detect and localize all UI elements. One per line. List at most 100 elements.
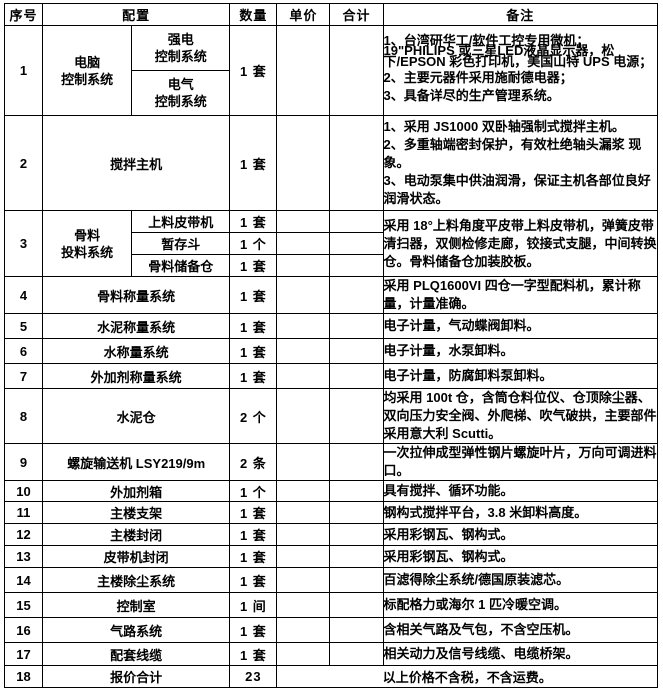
unit-price-cell <box>276 642 331 666</box>
row-no: 7 <box>3 363 44 389</box>
remark-cell: 电子计量，水泵卸料。 <box>382 338 659 364</box>
config-cell: 外加剂箱 <box>42 480 231 502</box>
unit-price-cell <box>276 480 331 502</box>
config-cell: 皮带机封闭 <box>42 545 231 568</box>
remark-cell: 采用 PLQ1600VI 四仓一字型配料机，累计称量，计量准确。 <box>382 276 659 314</box>
unit-price-cell <box>276 313 331 339</box>
total-cell <box>329 363 384 389</box>
table-row: 16 气路系统 1 套 含相关气路及气包，不含空压机。 <box>3 617 659 643</box>
remark-cell: 1、台湾研华工/软件工控专用微机；19"PHILIPS 或三星LED液晶显示器，… <box>382 25 659 116</box>
remark-item: 3、电动泵集中供油润滑，保证主机各部位良好润滑状态。 <box>383 173 651 206</box>
unit-price-cell <box>276 388 331 444</box>
quotation-table: 序号 配置 数量 单价 合计 备注 1 电脑 控制系统 强电 控制系统 1 套 … <box>3 3 659 688</box>
table-row: 12 主楼封闭 1 套 采用彩钢瓦、钢构式。 <box>3 523 659 546</box>
total-cell <box>329 443 384 481</box>
config-sub-cell: 强电 控制系统 <box>131 25 231 71</box>
qty-cell: 1 套 <box>229 567 278 593</box>
unit-price-cell <box>276 25 331 116</box>
qty-cell: 1 套 <box>229 25 278 116</box>
qty-cell: 1 套 <box>229 338 278 364</box>
table-row: 17 配套线缆 1 套 相关动力及信号线缆、电缆桥架。 <box>3 642 659 666</box>
unit-price-cell <box>276 254 331 277</box>
row-no: 1 <box>3 25 44 116</box>
qty-cell: 1 套 <box>229 276 278 314</box>
qty-cell: 1 套 <box>229 363 278 389</box>
row-no: 13 <box>3 545 44 568</box>
total-cell <box>329 567 384 593</box>
config-cell: 主楼支架 <box>42 501 231 524</box>
total-cell <box>329 388 384 444</box>
total-cell <box>329 642 384 666</box>
row-no: 18 <box>3 665 44 688</box>
config-cell: 控制室 <box>42 592 231 618</box>
row-no: 15 <box>3 592 44 618</box>
total-cell <box>329 617 384 643</box>
config-cell: 水称量系统 <box>42 338 231 364</box>
total-cell <box>329 232 384 255</box>
qty-cell: 1 间 <box>229 592 278 618</box>
config-cell: 配套线缆 <box>42 642 231 666</box>
remark-cell: 采用彩钢瓦、钢构式。 <box>382 523 659 546</box>
remark-item: 2、主要元器件采用施耐德电器； <box>383 70 573 86</box>
unit-price-cell <box>276 592 331 618</box>
total-cell <box>329 254 384 277</box>
config-cell: 水泥称量系统 <box>42 313 231 339</box>
qty-cell: 2 条 <box>229 443 278 481</box>
config-cell: 搅拌主机 <box>42 115 231 211</box>
unit-price-cell <box>276 523 331 546</box>
table-row: 6 水称量系统 1 套 电子计量，水泵卸料。 <box>3 338 659 364</box>
unit-price-cell <box>276 210 331 233</box>
qty-cell: 2 个 <box>229 388 278 444</box>
total-cell <box>329 592 384 618</box>
unit-price-cell <box>276 363 331 389</box>
remark-cell: 电子计量，防腐卸料泵卸料。 <box>382 363 659 389</box>
row-no: 5 <box>3 313 44 339</box>
table-row: 8 水泥仓 2 个 均采用 100t 仓，含筒仓料位仪、仓顶除尘器、双向压力安全… <box>3 388 659 444</box>
table-row: 9 螺旋输送机 LSY219/9m 2 条 一次拉伸成型弹性钢片螺旋叶片，万向可… <box>3 443 659 481</box>
qty-cell: 1 个 <box>229 480 278 502</box>
table-row: 4 骨料称量系统 1 套 采用 PLQ1600VI 四仓一字型配料机，累计称量，… <box>3 276 659 314</box>
total-cell <box>329 210 384 233</box>
remark-cell: 钢构式搅拌平台，3.8 米卸料高度。 <box>382 501 659 524</box>
total-cell <box>329 313 384 339</box>
qty-total-cell: 23 <box>229 665 278 688</box>
header-no: 序号 <box>3 3 44 26</box>
total-cell <box>329 338 384 364</box>
qty-cell: 1 套 <box>229 115 278 211</box>
header-qty: 数量 <box>229 3 278 26</box>
table-row: 13 皮带机封闭 1 套 采用彩钢瓦、钢构式。 <box>3 545 659 568</box>
row-no: 10 <box>3 480 44 502</box>
remark-cell: 以上价格不含税，不含运费。 <box>276 665 658 688</box>
remark-cell: 含相关气路及气包，不含空压机。 <box>382 617 659 643</box>
config-sub-cell: 骨料储备仓 <box>131 254 231 277</box>
remark-cell: 具有搅拌、循环功能。 <box>382 480 659 502</box>
qty-cell: 1 套 <box>229 210 278 233</box>
config-cell: 电脑 控制系统 <box>42 25 133 116</box>
config-cell: 水泥仓 <box>42 388 231 444</box>
total-cell <box>329 523 384 546</box>
config-sub-cell: 上料皮带机 <box>131 210 231 233</box>
config-cell: 主楼封闭 <box>42 523 231 546</box>
table-row: 14 主楼除尘系统 1 套 百滤得除尘系统/德国原装滤芯。 <box>3 567 659 593</box>
row-no: 17 <box>3 642 44 666</box>
table-header-row: 序号 配置 数量 单价 合计 备注 <box>3 3 659 26</box>
qty-cell: 1 套 <box>229 642 278 666</box>
header-unit-price: 单价 <box>276 3 331 26</box>
row-no: 3 <box>3 210 44 277</box>
qty-cell: 1 套 <box>229 617 278 643</box>
row-no: 8 <box>3 388 44 444</box>
total-cell <box>329 501 384 524</box>
unit-price-cell <box>276 617 331 643</box>
remark-cell: 百滤得除尘系统/德国原装滤芯。 <box>382 567 659 593</box>
remark-cell: 标配格力或海尔 1 匹冷暖空调。 <box>382 592 659 618</box>
row-no: 9 <box>3 443 44 481</box>
remark-item: 2、多重轴端密封保护，有效杜绝轴头漏浆 现象。 <box>383 137 642 170</box>
header-config: 配置 <box>42 3 231 26</box>
unit-price-cell <box>276 232 331 255</box>
qty-cell: 1 套 <box>229 501 278 524</box>
remark-item: 3、具备详尽的生产管理系统。 <box>383 88 560 104</box>
table-row: 11 主楼支架 1 套 钢构式搅拌平台，3.8 米卸料高度。 <box>3 501 659 524</box>
table-row: 暂存斗 1 个 <box>5 232 658 255</box>
row-no: 11 <box>3 501 44 524</box>
table-row-total: 18 报价合计 23 以上价格不含税，不含运费。 <box>3 665 658 688</box>
